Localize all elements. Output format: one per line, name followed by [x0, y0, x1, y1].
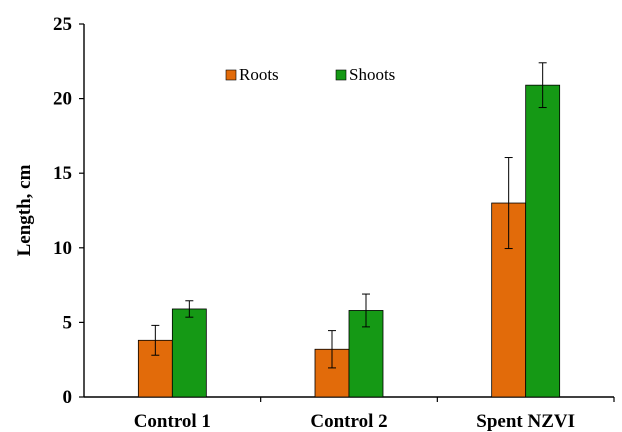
legend-swatch-roots	[225, 69, 237, 81]
y-tick-label: 20	[53, 89, 72, 110]
bar-shoots-3	[525, 84, 561, 398]
x-tick-label: Control 2	[310, 411, 387, 432]
y-tick-label: 25	[53, 14, 72, 35]
x-tick-label: Control 1	[134, 411, 211, 432]
y-axis-label: Length, cm	[14, 164, 35, 256]
y-tick-label: 15	[53, 163, 72, 184]
y-tick-label: 10	[53, 238, 72, 259]
legend-label-shoots: Shoots	[349, 65, 395, 84]
x-axis: Control 1 Control 2 Spent NZVI	[84, 396, 615, 432]
legend: Roots Shoots	[225, 65, 395, 84]
legend-swatch-shoots	[335, 69, 347, 81]
bar-shoots-1	[171, 308, 207, 398]
legend-label-roots: Roots	[239, 65, 279, 84]
bars	[137, 62, 561, 398]
y-tick-label: 5	[63, 312, 73, 333]
y-tick-label: 0	[63, 387, 73, 408]
x-tick-label: Spent NZVI	[476, 411, 575, 432]
y-axis: 0 5 10 15 20 25	[53, 14, 85, 408]
